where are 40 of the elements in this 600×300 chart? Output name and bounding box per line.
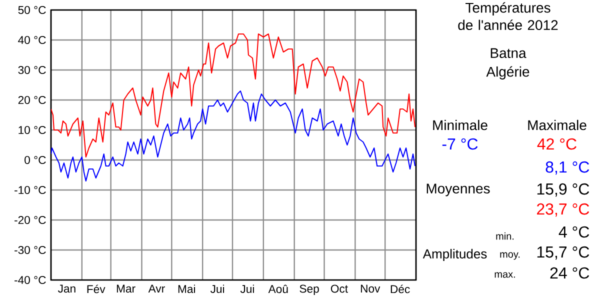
text: 24 °C	[550, 267, 590, 279]
text: Températures de l'année 2012	[458, 2, 558, 30]
text: 42 °C	[537, 138, 576, 150]
y-tick-label: 20 °C	[18, 96, 46, 104]
text: 4 °C	[558, 226, 590, 238]
text: -7 °C	[442, 138, 478, 150]
x-tick-label: Avr	[148, 284, 165, 293]
y-tick-label: 0 °C	[24, 156, 46, 164]
text: 8,1 °C	[546, 161, 590, 175]
x-tick-label: Fév	[87, 284, 106, 294]
x-tick-label: Mar	[116, 284, 136, 293]
text: max.	[494, 272, 515, 278]
text: moy.	[500, 252, 520, 260]
x-tick-label: Sep	[300, 284, 319, 295]
x-tick-label: Mai	[178, 284, 195, 294]
text: Batna Algérie	[486, 48, 530, 80]
x-tick-label: Oct	[330, 284, 348, 293]
y-tick-label: -40 °C	[14, 276, 46, 284]
x-tick-label: Jui	[240, 284, 254, 294]
y-tick-label: 10 °C	[18, 126, 46, 134]
x-tick-label: Jui	[210, 284, 224, 294]
y-tick-label: -10 °C	[14, 186, 46, 194]
text: 15,7 °C	[537, 246, 590, 260]
text: 15,9 °C	[537, 183, 590, 197]
x-tick-label: Déc	[390, 284, 410, 294]
y-tick-label: -30 °C	[14, 246, 46, 254]
y-tick-label: -20 °C	[14, 216, 46, 224]
text: Maximale	[528, 120, 586, 130]
y-tick-label: 40 °C	[18, 36, 46, 44]
x-tick-label: Jan	[58, 284, 76, 293]
text: Amplitudes	[422, 248, 487, 262]
x-tick-label: Nov	[360, 284, 380, 293]
text: 23,7 °C	[536, 203, 590, 217]
line-series	[51, 90, 416, 182]
x-tick-label: Aoû	[268, 284, 288, 294]
text: Moyennes	[426, 184, 490, 196]
y-tick-label: 30 °C	[18, 66, 46, 74]
text: Minimale	[433, 120, 488, 130]
text: min.	[496, 232, 514, 240]
y-tick-label: 50 °C	[18, 6, 46, 14]
